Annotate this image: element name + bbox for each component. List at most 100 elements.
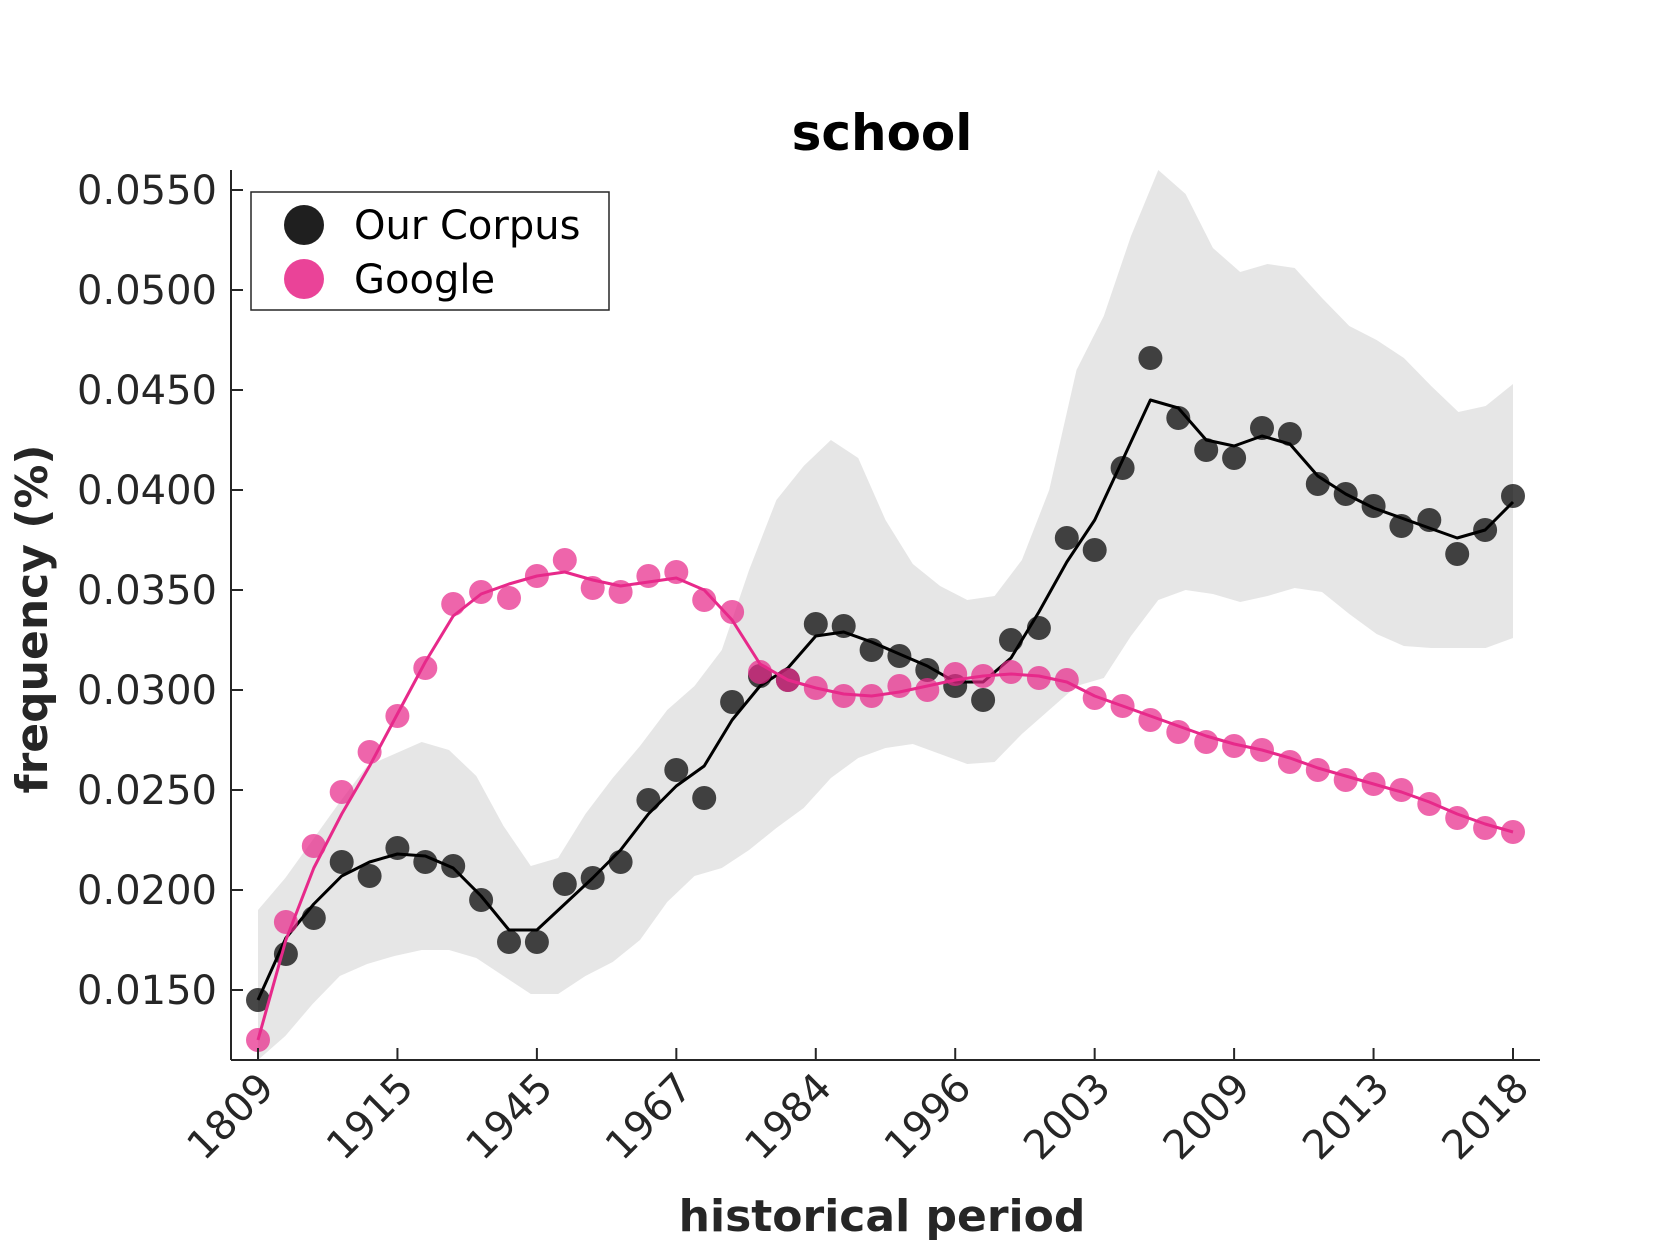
google-point [803,676,828,700]
corpus-point [1305,472,1330,496]
confidence-band [258,170,1513,1060]
google-point [608,580,633,604]
google-point [1250,738,1274,762]
google-point [1361,772,1386,796]
corpus-point [1277,422,1302,446]
google-fit-line [256,570,1514,1041]
google-point [1305,758,1330,782]
corpus-point [246,988,270,1012]
y-tick-label: 0.0200 [77,868,217,914]
corpus-point [1194,438,1219,462]
google-point [552,548,577,572]
corpus-point [1445,542,1470,566]
corpus-point [580,866,605,890]
x-tick-label: 1984 [736,1065,841,1170]
corpus-point [1110,456,1135,480]
google-point [971,664,996,688]
corpus-point [1361,494,1386,518]
google-point [831,684,856,708]
corpus-point [999,628,1023,652]
google-point [1389,778,1414,802]
google-point [580,576,605,600]
y-tick-label: 0.0350 [77,568,217,614]
corpus-point [524,930,549,954]
google-point [1333,768,1358,792]
x-tick-label: 1945 [457,1065,562,1170]
corpus-point [413,850,438,874]
x-tick-label: 2009 [1155,1065,1260,1170]
google-point [748,660,772,684]
corpus-point [441,854,466,878]
google-point [999,660,1023,684]
corpus-point [329,850,354,874]
corpus-point [608,850,633,874]
google-point [1222,734,1247,758]
y-axis-title: frequency (%) [7,444,58,793]
legend: Our Corpus Google [250,191,610,311]
google-point [385,704,410,728]
google-point [1473,816,1498,840]
google-point [246,1028,270,1052]
corpus-point [552,872,577,896]
google-point [1277,750,1302,774]
google-point [329,780,354,804]
google-point [469,580,494,604]
x-tick-label: 2013 [1294,1065,1399,1170]
corpus-point [915,658,940,682]
legend-marker-google [284,259,324,299]
x-tick-label: 1967 [597,1065,702,1170]
google-point [1138,708,1163,732]
corpus-point [1473,518,1498,542]
legend-label-google: Google [354,257,495,303]
x-tick-label: 1915 [318,1065,423,1170]
google-point [273,910,298,934]
google-point [775,668,800,692]
corpus-point [1026,616,1051,640]
y-tick-label: 0.0300 [77,668,217,714]
corpus-point [385,836,410,860]
corpus-point [301,906,326,930]
corpus-point [803,612,828,636]
x-tick-label: 1809 [179,1065,284,1170]
google-point [1501,820,1525,844]
corpus-fit-line [256,398,1515,1001]
google-point [1445,806,1470,830]
google-point [441,592,466,616]
chart-title: school [792,104,973,162]
google-point [357,740,382,764]
google-point [1417,792,1442,816]
google-point [524,564,549,588]
x-axis-title: historical period [679,1191,1086,1242]
google-point [664,560,689,584]
x-tick-label: 2018 [1434,1065,1539,1170]
google-point [497,586,521,610]
x-tick-label: 2003 [1015,1065,1120,1170]
google-point [720,600,745,624]
y-tick-label: 0.0150 [77,968,217,1014]
corpus-point [497,930,521,954]
google-point [943,662,968,686]
google-point [915,678,940,702]
corpus-point [971,688,996,712]
corpus-point [357,864,382,888]
google-point [1166,720,1191,744]
google-point [1110,694,1135,718]
axes [230,170,1540,1061]
x-tick-label: 1996 [876,1065,981,1170]
google-point [413,656,438,680]
y-tick-label: 0.0450 [77,368,217,414]
corpus-point [1166,406,1191,430]
corpus-point [1082,538,1107,562]
x-axis-ticks: 1809 1915 1945 1967 1984 1996 2003 2009 2013 2018 [179,1048,1539,1170]
corpus-point [636,788,661,812]
corpus-point [1333,482,1358,506]
corpus-point [859,638,884,662]
corpus-point [1417,508,1442,532]
corpus-point [887,644,912,668]
corpus-point [720,690,745,714]
confidence-band-layer [258,170,1513,1060]
corpus-point [469,888,494,912]
y-axis-ticks: 0.0150 0.0200 0.0250 0.0300 0.0350 0.0400 0.04… [77,168,243,1014]
corpus-point [664,758,689,782]
